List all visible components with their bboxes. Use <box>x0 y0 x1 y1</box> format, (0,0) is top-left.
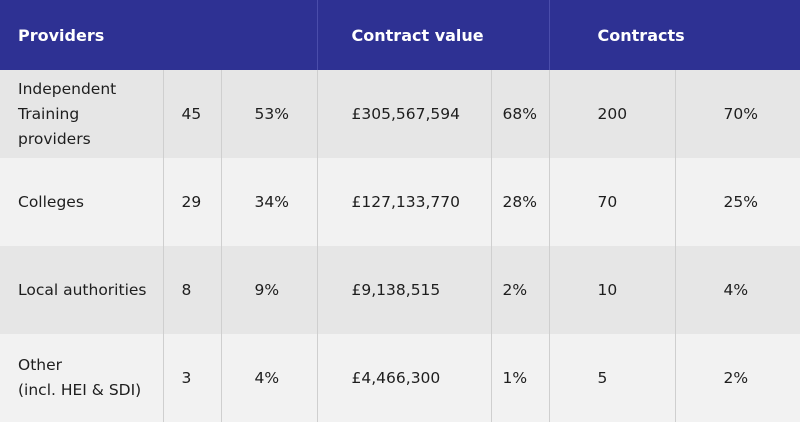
table-row: Other (incl. HEI & SDI) 3 4% £4,466,300 … <box>0 334 800 422</box>
contracts-pct: 25% <box>723 192 758 211</box>
provider-count-pct: 4% <box>221 334 318 422</box>
provider-count-pct: 9% <box>221 246 318 334</box>
provider-count: 8 <box>163 246 222 334</box>
provider-name-line: (incl. HEI & SDI) <box>18 381 142 399</box>
header-providers: Providers <box>0 0 318 70</box>
contracts-pct: 4% <box>723 280 749 299</box>
contracts-count: 200 <box>549 70 676 158</box>
table-row: Independent Training providers 45 53% £3… <box>0 70 800 158</box>
provider-name: Other (incl. HEI & SDI) <box>0 334 164 422</box>
contract-value: £305,567,594 <box>317 70 492 158</box>
contract-value: £9,138,515 <box>317 246 492 334</box>
table-header-row: Providers Contract value Contracts <box>0 0 800 70</box>
provider-name-line: Other <box>18 356 63 374</box>
provider-name-line: Local authorities <box>18 280 147 299</box>
header-contract-value: Contract value <box>317 0 550 70</box>
provider-count: 29 <box>163 158 222 246</box>
provider-count-pct: 34% <box>221 158 318 246</box>
contract-value-pct: 2% <box>491 246 550 334</box>
provider-count: 3 <box>163 334 222 422</box>
provider-name: Independent Training providers <box>0 70 164 158</box>
provider-count-pct: 53% <box>221 70 318 158</box>
header-contracts: Contracts <box>597 25 685 45</box>
contracts-pct: 2% <box>723 368 749 387</box>
provider-count: 45 <box>163 70 222 158</box>
contracts-count: 10 <box>549 246 676 334</box>
provider-name-line: Independent <box>18 79 117 98</box>
provider-name-line: providers <box>18 129 91 148</box>
contract-value-pct: 1% <box>491 334 550 422</box>
table-row: Local authorities 8 9% £9,138,515 2% 10 … <box>0 246 800 334</box>
contract-value: £127,133,770 <box>317 158 492 246</box>
contracts-pct: 70% <box>723 104 758 123</box>
table-row: Colleges 29 34% £127,133,770 28% 70 25% <box>0 158 800 246</box>
provider-name-line: Training <box>18 104 80 123</box>
contract-value: £4,466,300 <box>317 334 492 422</box>
provider-name: Colleges <box>0 158 164 246</box>
contracts-count: 5 <box>549 334 676 422</box>
provider-name-line: Colleges <box>18 192 84 211</box>
contract-value-pct: 28% <box>491 158 550 246</box>
contracts-count: 70 <box>549 158 676 246</box>
provider-name: Local authorities <box>0 246 164 334</box>
contract-value-pct: 68% <box>491 70 550 158</box>
